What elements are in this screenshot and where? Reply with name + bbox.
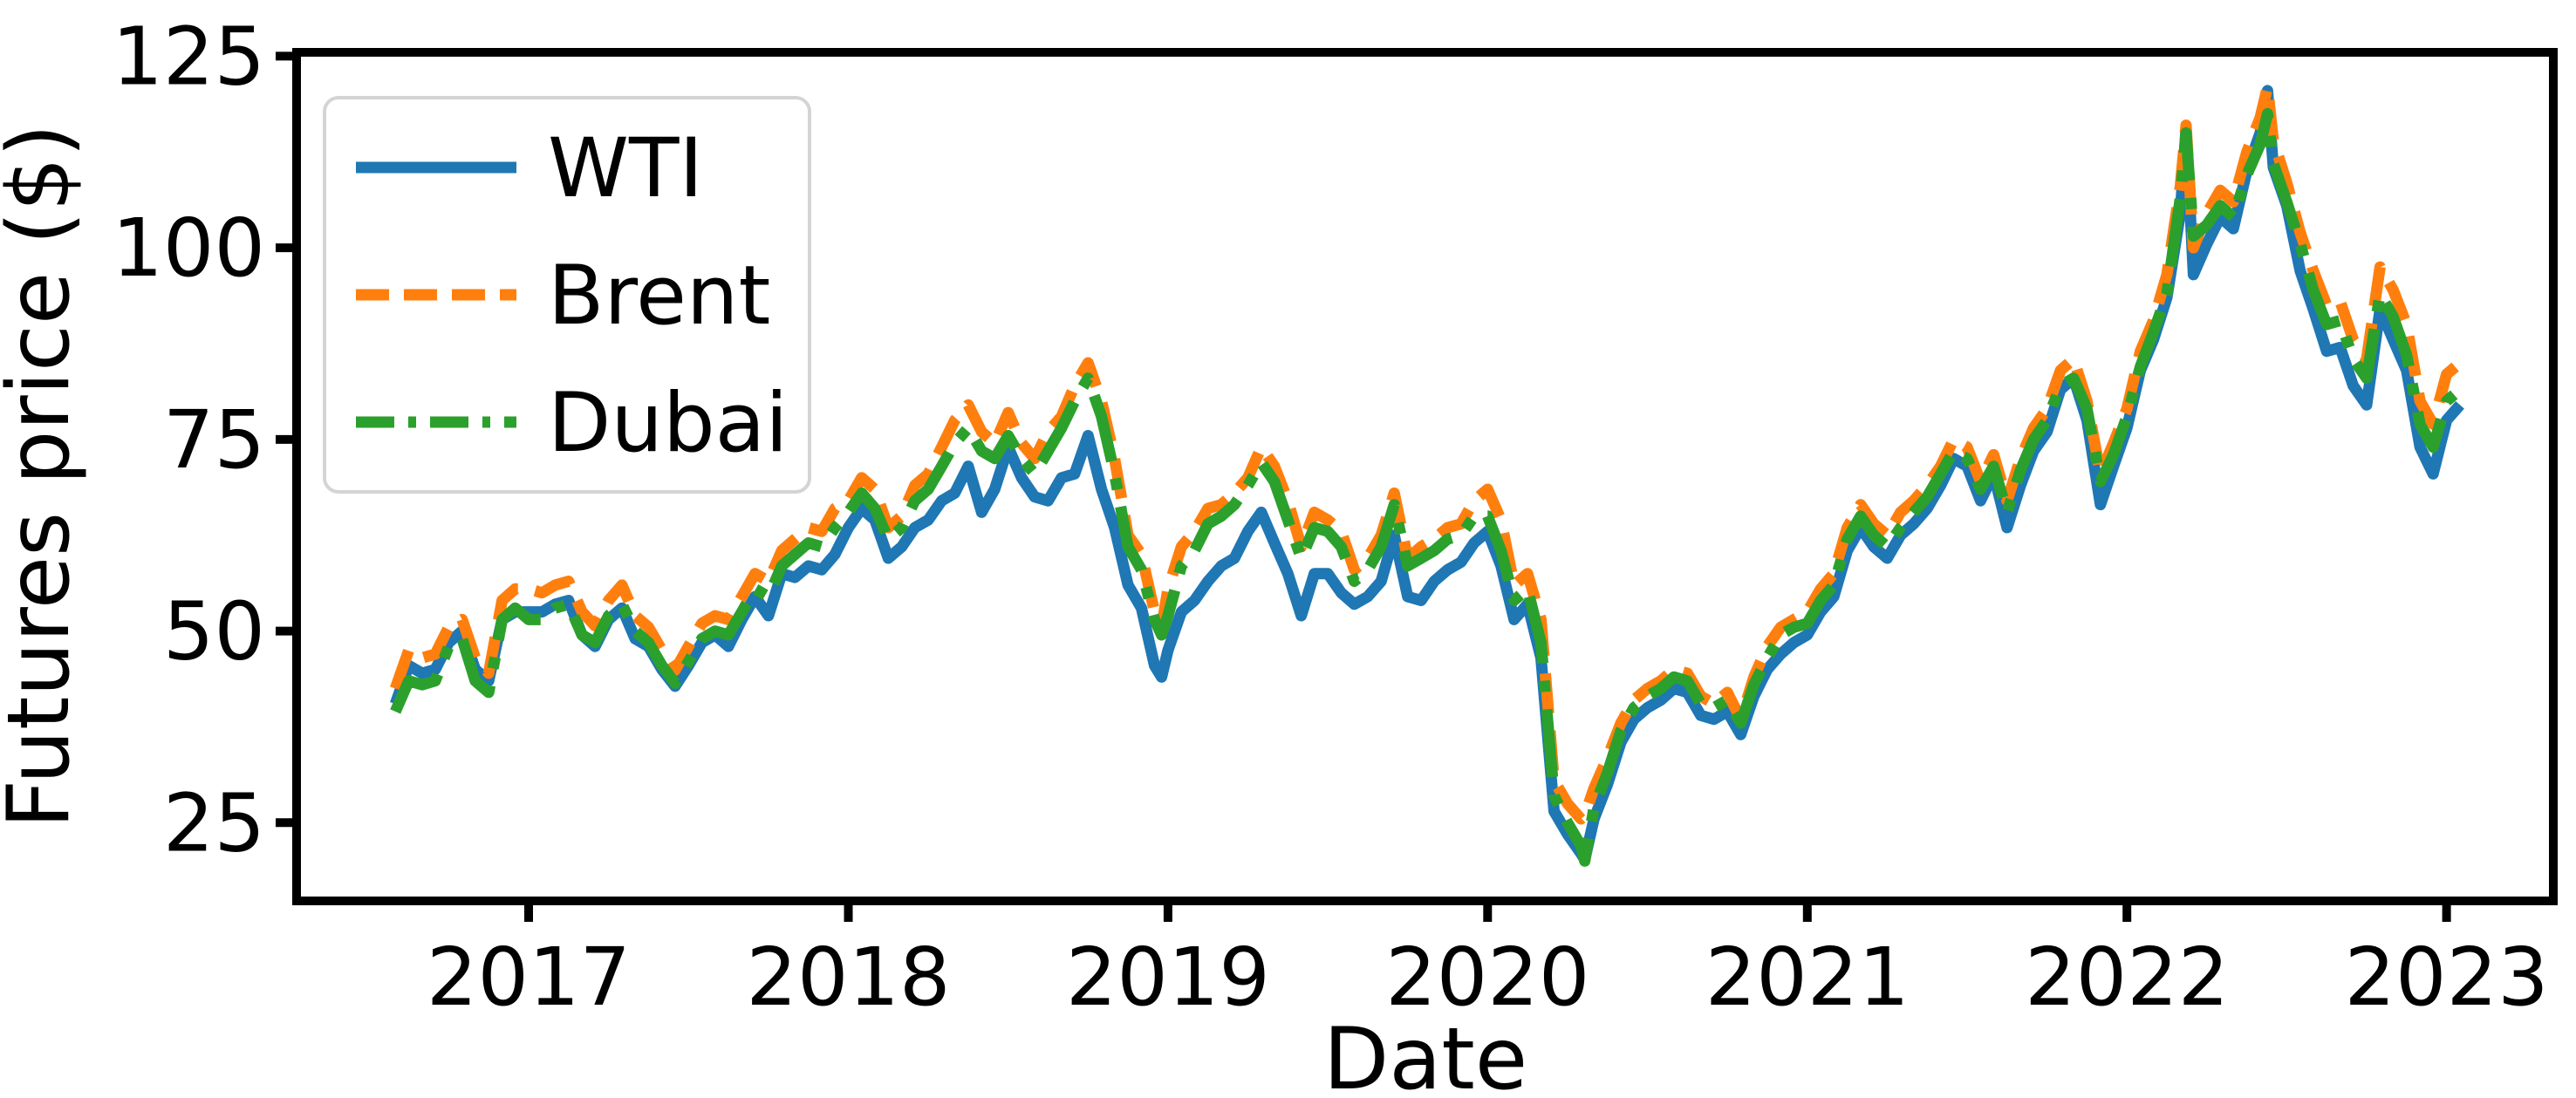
x-tick-label: 2020 [1385,931,1589,1024]
x-axis-label: Date [1323,1010,1527,1098]
legend-item-brent: Brent [356,249,770,344]
y-tick-label: 25 [163,776,265,870]
y-axis-ticks: 25 50 75 100 125 [112,10,297,870]
legend-box [323,96,811,494]
y-axis-label: Futures price ($) [0,124,89,829]
y-tick-label: 50 [163,585,265,679]
x-tick-label: 2019 [1066,931,1270,1024]
x-axis-ticks: 2017 2018 2019 2020 2021 2022 2023 [427,901,2549,1024]
legend-label-brent: Brent [548,249,770,344]
y-tick-label: 75 [163,393,265,487]
plot-frame [292,48,2558,905]
x-tick-label: 2023 [2345,931,2549,1024]
legend-item-wti: WTI [356,121,703,216]
x-tick-label: 2022 [2025,931,2229,1024]
x-tick-label: 2018 [746,931,950,1024]
x-tick-label: 2017 [427,931,631,1024]
y-tick-label: 100 [112,201,265,295]
x-tick-label: 2021 [1705,931,1910,1024]
brent-line [390,81,2464,825]
series-lines [390,81,2464,867]
dubai-line [390,107,2464,867]
legend-item-dubai: Dubai [356,376,788,471]
legend-label-wti: WTI [548,121,703,216]
legend-label-dubai: Dubai [548,376,788,471]
y-tick-label: 125 [112,10,265,103]
legend: WTI Brent Dubai [323,96,811,494]
